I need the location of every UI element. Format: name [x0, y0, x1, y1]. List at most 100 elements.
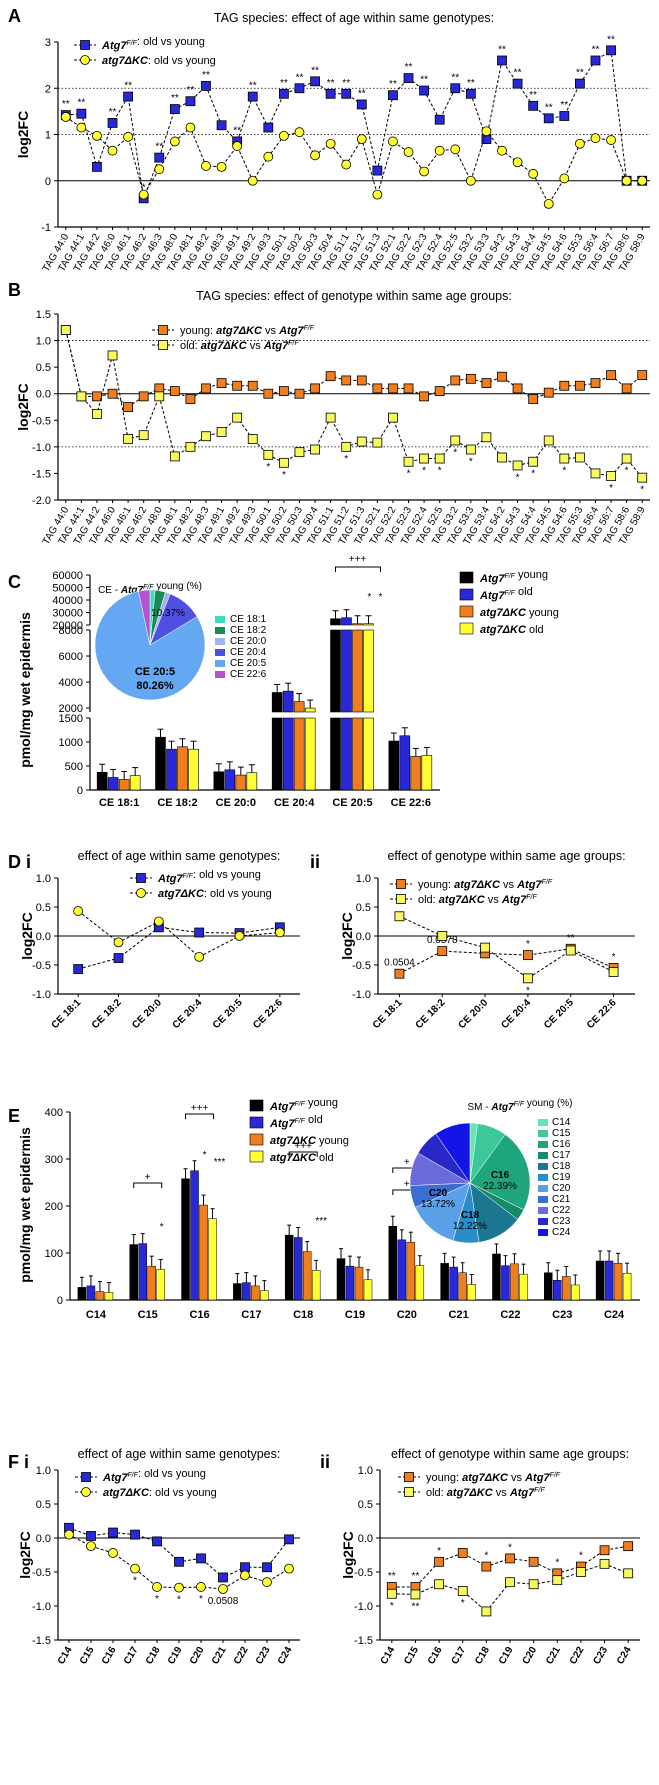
data-point [419, 166, 430, 177]
data-point [403, 383, 414, 394]
data-point [263, 388, 274, 399]
significance-label: ** [420, 75, 428, 86]
y-tick-label: 0.5 [36, 902, 51, 914]
bar [147, 1265, 156, 1301]
pie-legend-swatch [538, 1207, 548, 1214]
data-point [123, 402, 134, 412]
significance-label: * [469, 457, 473, 468]
y-tick-label: 1000 [59, 737, 83, 749]
x-tick-label: C15 [78, 1645, 97, 1667]
data-point [174, 1582, 184, 1593]
gene-name: atg7ΔKC [462, 1472, 509, 1484]
pie-legend-label: CE 18:2 [230, 625, 267, 636]
bar [138, 1243, 147, 1301]
legend-swatch [459, 605, 474, 618]
x-tick-label: C18 [144, 1645, 163, 1667]
pie-legend-label: C21 [552, 1194, 571, 1205]
data-point [64, 1529, 74, 1540]
x-tick-label: C23 [254, 1645, 273, 1667]
x-tick-label: C17 [241, 1309, 261, 1321]
x-tick-label: CE 18:1 [50, 997, 84, 1031]
x-tick-label: C14 [86, 1309, 107, 1321]
data-point [240, 1562, 250, 1573]
data-point [528, 456, 539, 467]
bar [282, 690, 294, 713]
significance-label: * [562, 466, 566, 477]
pie-legend-swatch [215, 638, 225, 645]
data-point [232, 141, 243, 151]
gene-name: Atg7 [479, 590, 505, 602]
significance-label: +++ [191, 1103, 209, 1114]
chart-title: effect of genotype within same age group… [387, 849, 625, 863]
data-point [528, 100, 539, 111]
data-point [457, 1548, 468, 1558]
data-point [278, 386, 289, 396]
significance-label: * [379, 592, 383, 603]
data-point [201, 383, 211, 394]
x-tick-label: C23 [552, 1309, 572, 1321]
gene-name: Atg7 [524, 1472, 550, 1484]
pie-legend-swatch [538, 1174, 548, 1181]
significance-label: +++ [294, 1141, 312, 1152]
series-line [77, 910, 280, 958]
significance-label: * [155, 1594, 159, 1605]
y-tick-label: 60000 [52, 570, 83, 582]
significance-label: ** [529, 90, 537, 101]
x-tick-label: C16 [189, 1309, 209, 1321]
data-point [247, 433, 258, 444]
bar [293, 701, 305, 713]
pie-legend-label: CE 20:5 [230, 658, 267, 669]
series-line [65, 116, 643, 205]
legend-label: Atg7F/F young [269, 1097, 338, 1113]
data-point [107, 118, 118, 128]
x-tick-label: C19 [497, 1645, 516, 1667]
data-point [325, 371, 336, 382]
y-tick-label: 0.0 [36, 389, 51, 401]
significance-label: * [438, 466, 442, 477]
data-point [123, 91, 134, 102]
data-point [590, 55, 601, 66]
y-tick-label: -1 [41, 222, 51, 234]
x-tick-label: CE 18:2 [157, 797, 197, 809]
data-point [92, 161, 102, 172]
pie-callout: 10.37% [151, 608, 185, 619]
y-tick-label: -0.5 [32, 1567, 51, 1579]
bar [86, 1285, 96, 1301]
data-point [113, 937, 124, 948]
x-tick-label: C22 [568, 1645, 587, 1667]
legend-swatch [249, 1150, 264, 1163]
bar [242, 1282, 251, 1301]
legend-text: : old vs young [138, 1468, 206, 1480]
data-point [403, 456, 414, 467]
gene-superscript: F/F [127, 1472, 138, 1479]
legend-marker [80, 55, 90, 65]
data-point [185, 441, 196, 452]
panel-label: ii [310, 852, 320, 872]
legend-text: : old vs young [137, 36, 205, 48]
gene-name: atg7ΔKC [216, 325, 263, 337]
gene-name: atg7ΔKC [439, 894, 486, 906]
gene-superscript: F/F [534, 1487, 545, 1494]
significance-label: ** [467, 78, 475, 89]
x-tick-label: C19 [345, 1309, 365, 1321]
data-point [512, 78, 523, 89]
bar [107, 777, 119, 791]
significance-label: * [531, 469, 535, 480]
data-point [341, 159, 352, 170]
significance-label: * [437, 1546, 441, 1557]
legend-swatch [249, 1133, 264, 1146]
bar [363, 1279, 373, 1301]
pie-callout: 22.39% [483, 1181, 517, 1192]
significance-label: ** [171, 93, 179, 104]
bar [622, 1272, 632, 1301]
data-point [73, 964, 84, 974]
x-tick-label: C21 [544, 1645, 563, 1667]
gene-superscript: F/F [526, 894, 537, 901]
y-tick-label: -2.0 [32, 495, 51, 507]
y-tick-label: -1.5 [32, 468, 51, 480]
data-point [153, 916, 164, 927]
bar [271, 692, 283, 713]
y-tick-label: 0.5 [36, 362, 51, 374]
bar [293, 717, 305, 791]
data-point [528, 1556, 539, 1567]
